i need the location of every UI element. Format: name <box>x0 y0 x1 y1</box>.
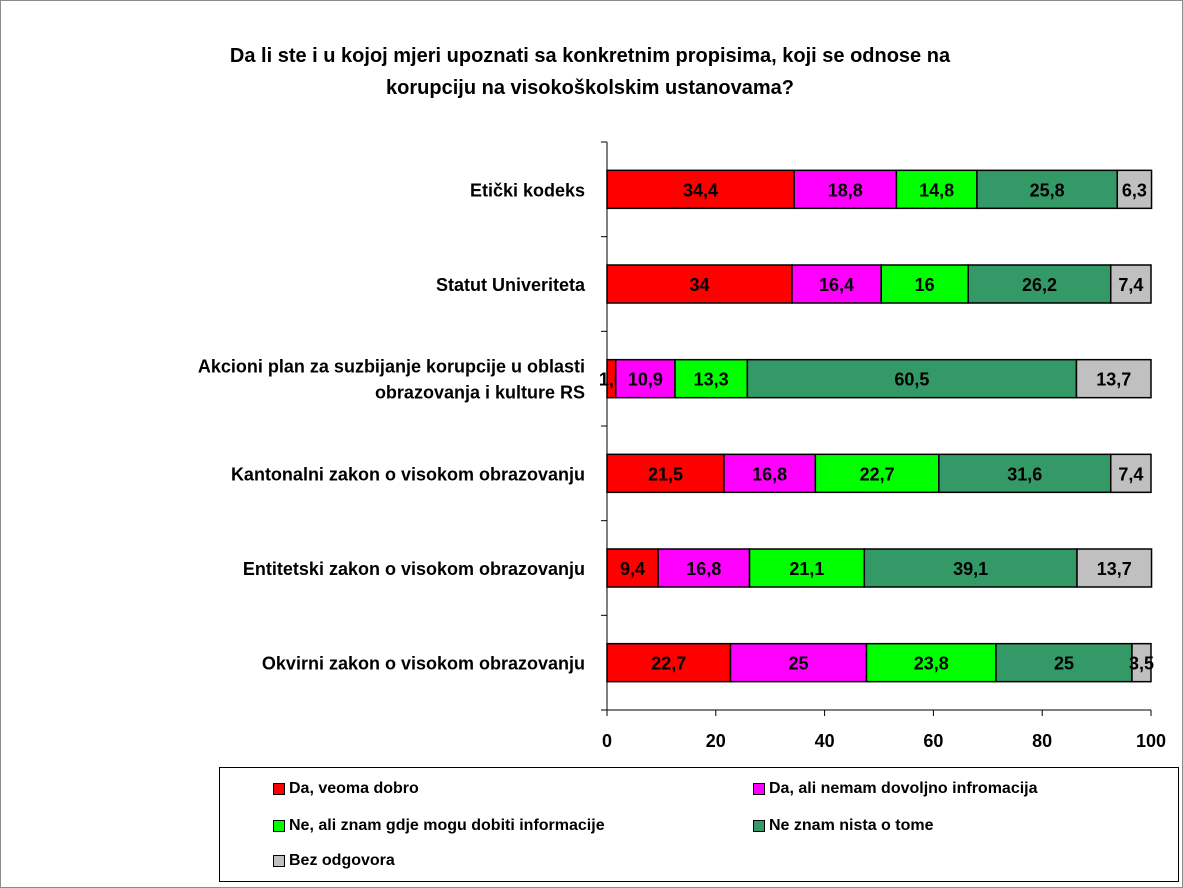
legend-label: Bez odgovora <box>289 852 395 869</box>
data-label: 18,8 <box>828 180 863 200</box>
legend-item: Ne znam nista o tome <box>753 817 933 835</box>
legend-label: Da, veoma dobro <box>289 780 419 797</box>
bar-segment <box>1116 169 1153 210</box>
bar-segment <box>865 642 997 683</box>
category-label: Kantonalni zakon o visokom obrazovanju <box>231 464 585 484</box>
x-tick-label: 100 <box>1136 731 1166 751</box>
data-label: 16,8 <box>686 559 721 579</box>
data-label: 31,6 <box>1007 464 1042 484</box>
data-label: 22,7 <box>860 464 895 484</box>
bar-segment <box>729 642 868 683</box>
x-tick-label: 60 <box>923 731 943 751</box>
bar-segment <box>1109 264 1152 304</box>
data-label: 3,5 <box>1129 654 1154 674</box>
bar-segment <box>814 453 940 494</box>
bar-segment <box>976 169 1119 210</box>
x-tick-label: 20 <box>706 731 726 751</box>
x-tick-label: 40 <box>815 731 835 751</box>
bar-segment <box>614 358 676 399</box>
bar-segment <box>863 548 1078 588</box>
data-label: 6,3 <box>1122 180 1147 200</box>
chart-title: Da li ste i u kojoj mjeri upoznati sa ko… <box>150 40 1030 104</box>
data-label: 16,8 <box>752 464 787 484</box>
data-label: 60,5 <box>894 370 929 390</box>
data-label: 7,4 <box>1118 464 1143 484</box>
category-label: Okvirni zakon o visokom obrazovanju <box>262 654 585 674</box>
bar-segment <box>1109 453 1152 494</box>
data-label: 21,5 <box>648 464 683 484</box>
bar-segment <box>791 264 882 304</box>
bar-segment <box>606 453 725 494</box>
bar-segment <box>748 548 866 588</box>
data-label: 34 <box>689 275 709 295</box>
bar-segment <box>606 548 659 588</box>
data-label: 9,4 <box>620 559 645 579</box>
data-label: 26,2 <box>1022 275 1057 295</box>
bar-segment <box>674 358 749 399</box>
chart-legend: Da, veoma dobro Da, ali nemam dovoljno in… <box>219 767 1179 882</box>
category-label: obrazovanja i kulture RS <box>375 383 585 403</box>
bar-segment <box>938 453 1112 494</box>
data-label: 22,7 <box>651 654 686 674</box>
data-label: 39,1 <box>953 559 988 579</box>
legend-item: Bez odgovora <box>273 852 395 870</box>
data-label: 13,7 <box>1096 370 1131 390</box>
bar-segment <box>1076 548 1153 588</box>
data-label: 13,3 <box>694 370 729 390</box>
legend-swatch <box>273 820 285 832</box>
bar-segment <box>1075 358 1152 399</box>
bar-segment <box>1131 642 1152 683</box>
chart-title-line-2: korupciju na visokoškolskim ustanovama? <box>386 77 794 99</box>
category-label: Statut Univeriteta <box>436 275 586 295</box>
data-label: 25 <box>788 654 808 674</box>
bar-segment <box>606 642 732 683</box>
data-label: 10,9 <box>628 370 663 390</box>
category-label: Akcioni plan za suzbijanje korupcije u o… <box>198 357 585 377</box>
data-label: 23,8 <box>914 654 949 674</box>
data-label: 21,1 <box>789 559 824 579</box>
data-label: 16,4 <box>819 275 854 295</box>
data-label: 25 <box>1054 654 1074 674</box>
legend-label: Ne, ali znam gdje mogu dobiti informacij… <box>289 817 605 834</box>
bar-segment <box>746 358 1078 399</box>
bar-segment <box>606 264 793 304</box>
x-tick-label: 0 <box>602 731 612 751</box>
bar-segment <box>895 169 978 210</box>
chart-title-line-1: Da li ste i u kojoj mjeri upoznati sa ko… <box>229 45 951 67</box>
legend-item: Da, veoma dobro <box>273 780 419 798</box>
bar-segment <box>793 169 898 210</box>
legend-label: Da, ali nemam dovoljno infromacija <box>769 780 1038 797</box>
data-label: 25,8 <box>1030 180 1065 200</box>
data-label: 14,8 <box>919 180 954 200</box>
data-label: 34,4 <box>683 180 718 200</box>
category-label: Etički kodeks <box>470 180 585 200</box>
data-label: 16 <box>915 275 935 295</box>
legend-swatch <box>273 855 285 867</box>
legend-swatch <box>273 783 285 795</box>
legend-swatch <box>753 783 765 795</box>
bar-segment <box>723 453 817 494</box>
x-tick-label: 80 <box>1032 731 1052 751</box>
legend-swatch <box>753 820 765 832</box>
legend-label: Ne znam nista o tome <box>769 817 934 834</box>
legend-item: Ne, ali znam gdje mogu dobiti informacij… <box>273 817 605 835</box>
category-label: Entitetski zakon o visokom obrazovanju <box>243 559 585 579</box>
bar-segment <box>657 548 751 588</box>
legend-item: Da, ali nemam dovoljno infromacija <box>753 780 1038 798</box>
bar-segment <box>880 264 969 304</box>
data-label: 13,7 <box>1097 559 1132 579</box>
data-label: 7,4 <box>1118 275 1143 295</box>
